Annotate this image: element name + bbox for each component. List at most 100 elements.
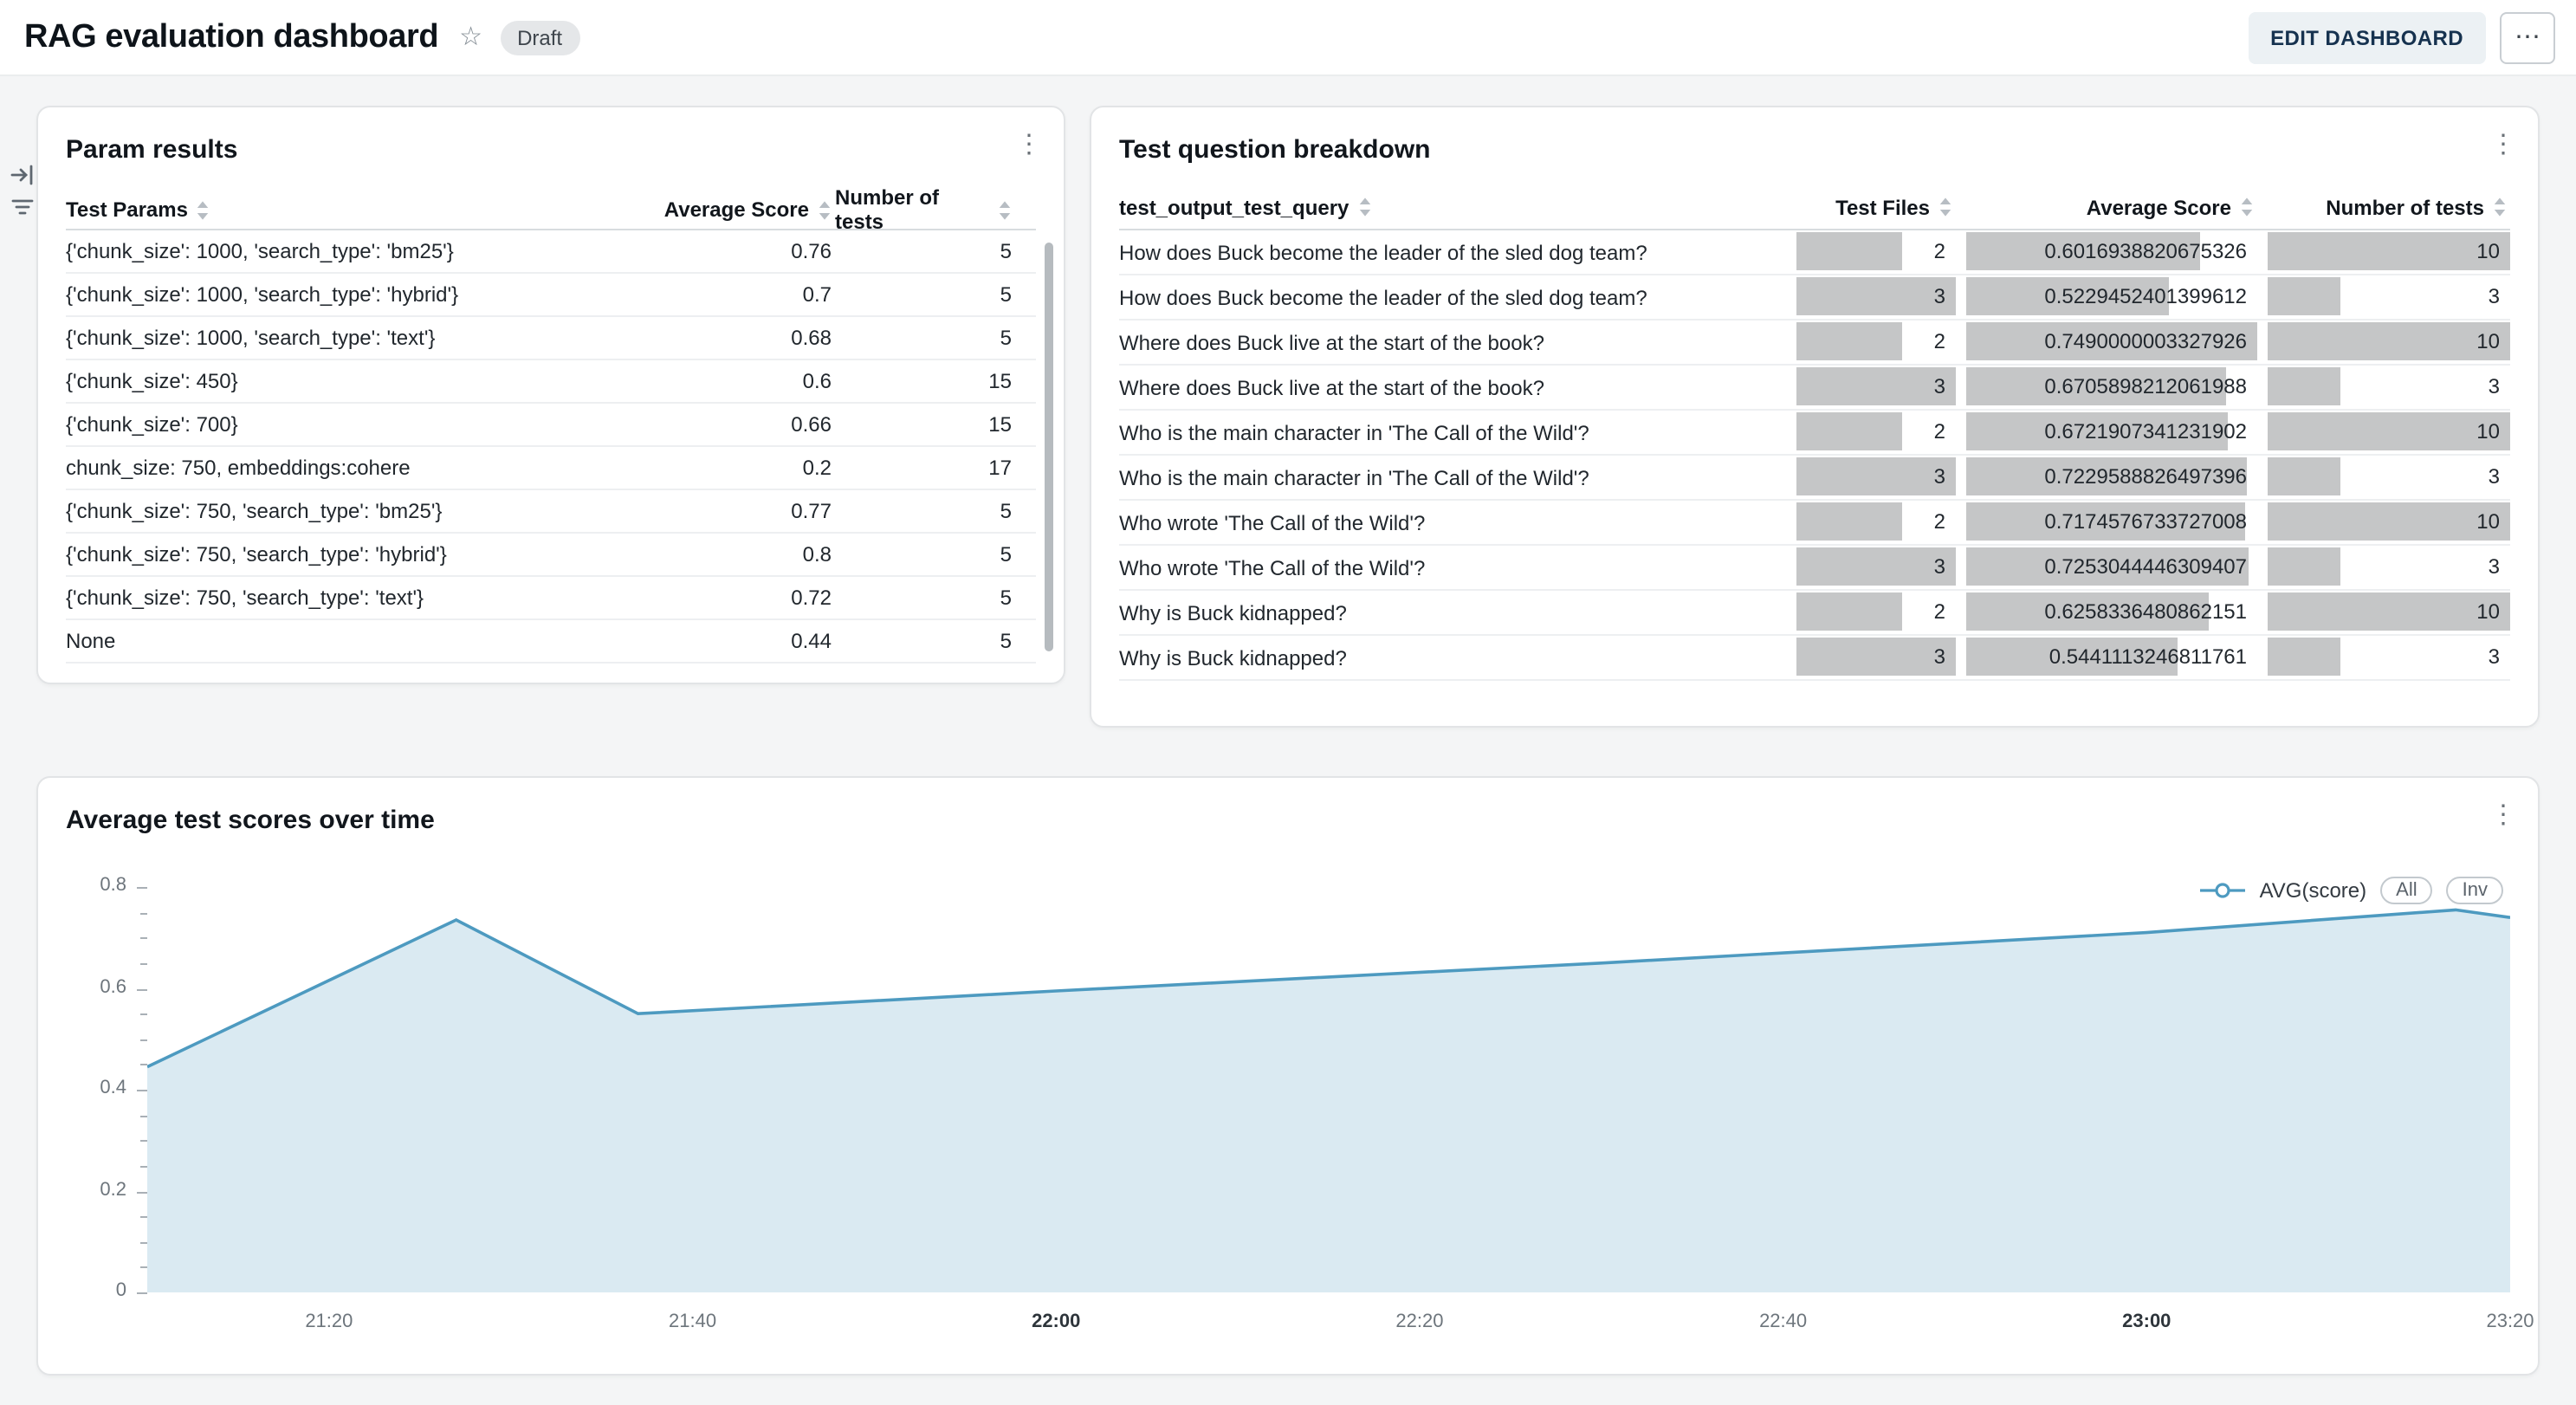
data-bar-value: 3 xyxy=(1933,554,1945,579)
card-menu-icon[interactable]: ⋮ xyxy=(1016,130,1042,159)
y-tick xyxy=(137,1292,147,1294)
scores-chart-card: Average test scores over time ⋮ AVG(scor… xyxy=(36,776,2540,1376)
query-cell: Who is the main character in 'The Call o… xyxy=(1119,420,1589,444)
legend-inv-button[interactable]: Inv xyxy=(2446,877,2503,904)
filters-icon[interactable] xyxy=(10,194,35,218)
edit-dashboard-button[interactable]: EDIT DASHBOARD xyxy=(2248,11,2486,63)
favorite-star-icon[interactable]: ☆ xyxy=(459,23,483,52)
data-bar-value: 2 xyxy=(1933,509,1945,534)
average-score-cell: 0.6258336480862151 xyxy=(1966,591,2257,634)
test-files-cell: 3 xyxy=(1796,275,1956,319)
x-axis-label: 22:40 xyxy=(1759,1311,1808,1332)
test-files-cell: 2 xyxy=(1796,230,1956,274)
card-menu-icon[interactable]: ⋮ xyxy=(2490,800,2516,830)
data-bar xyxy=(1796,457,1956,495)
param-row: {'chunk_size': 750, 'search_type': 'bm25… xyxy=(66,490,1036,534)
column-header-average-score[interactable]: Average Score xyxy=(624,197,835,222)
data-bar-value: 3 xyxy=(2488,554,2500,579)
data-bar xyxy=(1966,277,2170,315)
test-params-cell: {'chunk_size': 1000, 'search_type': 'tex… xyxy=(66,326,436,350)
expand-panel-icon[interactable] xyxy=(10,163,35,187)
param-row: {'chunk_size': 750, 'search_type': 'text… xyxy=(66,577,1036,620)
y-tick xyxy=(140,937,147,940)
legend-line-marker xyxy=(2200,883,2246,898)
data-bar-value: 10 xyxy=(2476,239,2500,263)
number-of-tests-cell: 10 xyxy=(2268,320,2510,364)
card-menu-icon[interactable]: ⋮ xyxy=(2490,130,2516,159)
data-bar xyxy=(1796,277,1956,315)
sort-icon xyxy=(197,200,210,219)
data-bar xyxy=(1966,232,2200,270)
data-bar-value: 3 xyxy=(2488,284,2500,308)
data-bar xyxy=(2268,277,2340,315)
data-bar-value: 10 xyxy=(2476,419,2500,444)
query-cell: Where does Buck live at the start of the… xyxy=(1119,330,1544,354)
legend-all-button[interactable]: All xyxy=(2380,877,2433,904)
question-breakdown-table: test_output_test_query Test Files Averag… xyxy=(1119,185,2510,681)
average-score-cell: 0.68 xyxy=(791,326,832,350)
x-axis-label: 22:20 xyxy=(1395,1311,1444,1332)
question-breakdown-body: How does Buck become the leader of the s… xyxy=(1119,230,2510,681)
question-row: Who wrote 'The Call of the Wild'? 3 0.7253… xyxy=(1119,546,2510,591)
y-tick xyxy=(140,962,147,965)
y-tick xyxy=(140,912,147,915)
data-bar xyxy=(1966,412,2228,450)
test-params-cell: {'chunk_size': 450} xyxy=(66,369,238,393)
question-row: Why is Buck kidnapped? 2 0.625833648086215… xyxy=(1119,591,2510,636)
column-header-average-score[interactable]: Average Score xyxy=(1966,195,2257,219)
average-score-cell: 0.5229452401399612 xyxy=(1966,275,2257,319)
query-cell: Who is the main character in 'The Call o… xyxy=(1119,465,1589,489)
table-scrollbar[interactable] xyxy=(1045,243,1053,651)
param-results-card: Param results ⋮ Test Params Average Scor… xyxy=(36,106,1065,684)
average-score-cell: 0.5441113246811761 xyxy=(1966,636,2257,679)
data-bar xyxy=(2268,367,2340,405)
column-label: Number of tests xyxy=(835,185,939,234)
query-cell: How does Buck become the leader of the s… xyxy=(1119,240,1647,264)
param-results-body: {'chunk_size': 1000, 'search_type': 'bm2… xyxy=(66,230,1036,664)
data-bar-value: 10 xyxy=(2476,509,2500,534)
x-axis: 21:20 21:40 22:00 22:20 22:40 23:00 23:20 xyxy=(147,1305,2534,1336)
column-header-test-params[interactable]: Test Params xyxy=(66,197,624,222)
number-of-tests-cell: 15 xyxy=(988,369,1012,393)
scores-chart-svg[interactable] xyxy=(147,887,2510,1292)
more-actions-button[interactable]: ⋯ xyxy=(2500,11,2555,63)
data-bar xyxy=(2268,412,2510,450)
query-cell: Who wrote 'The Call of the Wild'? xyxy=(1119,555,1426,579)
data-bar xyxy=(2268,322,2510,360)
question-row: Who is the main character in 'The Call o… xyxy=(1119,411,2510,456)
x-axis-label: 22:00 xyxy=(1032,1311,1081,1332)
data-bar-value: 10 xyxy=(2476,599,2500,624)
y-tick xyxy=(140,1039,147,1041)
y-tick xyxy=(140,1064,147,1066)
average-score-cell: 0.6016938820675326 xyxy=(1966,230,2257,274)
data-bar-value: 2 xyxy=(1933,419,1945,444)
sort-icon xyxy=(999,200,1011,219)
column-label: Test Params xyxy=(66,197,188,222)
number-of-tests-cell: 15 xyxy=(988,412,1012,437)
param-row: {'chunk_size': 1000, 'search_type': 'tex… xyxy=(66,317,1036,360)
y-tick xyxy=(140,1241,147,1244)
data-bar-value: 3 xyxy=(1933,644,1945,669)
y-tick xyxy=(140,1165,147,1168)
test-files-cell: 3 xyxy=(1796,366,1956,409)
column-header-test-query[interactable]: test_output_test_query xyxy=(1119,195,1786,219)
data-bar xyxy=(1796,638,1956,676)
data-bar xyxy=(2268,592,2510,631)
average-score-cell: 0.66 xyxy=(791,412,832,437)
chart-area: 0 0.2 0.4 0.6 0.8 21:20 21:40 22:00 22:20 22:40 2… xyxy=(66,875,2534,1341)
query-cell: Where does Buck live at the start of the… xyxy=(1119,375,1544,399)
column-header-number-of-tests[interactable]: Number of tests xyxy=(835,185,1036,234)
test-files-cell: 3 xyxy=(1796,636,1956,679)
topbar: RAG evaluation dashboard ☆ Draft EDIT DA… xyxy=(0,0,2576,76)
x-axis-label: 23:20 xyxy=(2486,1311,2534,1332)
column-header-number-of-tests[interactable]: Number of tests xyxy=(2268,195,2510,219)
column-header-test-files[interactable]: Test Files xyxy=(1796,195,1956,219)
data-bar-value: 3 xyxy=(1933,464,1945,489)
y-axis-label: 0.4 xyxy=(100,1078,126,1098)
card-title: Param results xyxy=(66,135,238,165)
data-bar xyxy=(1796,412,1903,450)
y-tick xyxy=(137,988,147,990)
table-header-row: test_output_test_query Test Files Averag… xyxy=(1119,185,2510,230)
y-axis-label: 0.6 xyxy=(100,976,126,997)
